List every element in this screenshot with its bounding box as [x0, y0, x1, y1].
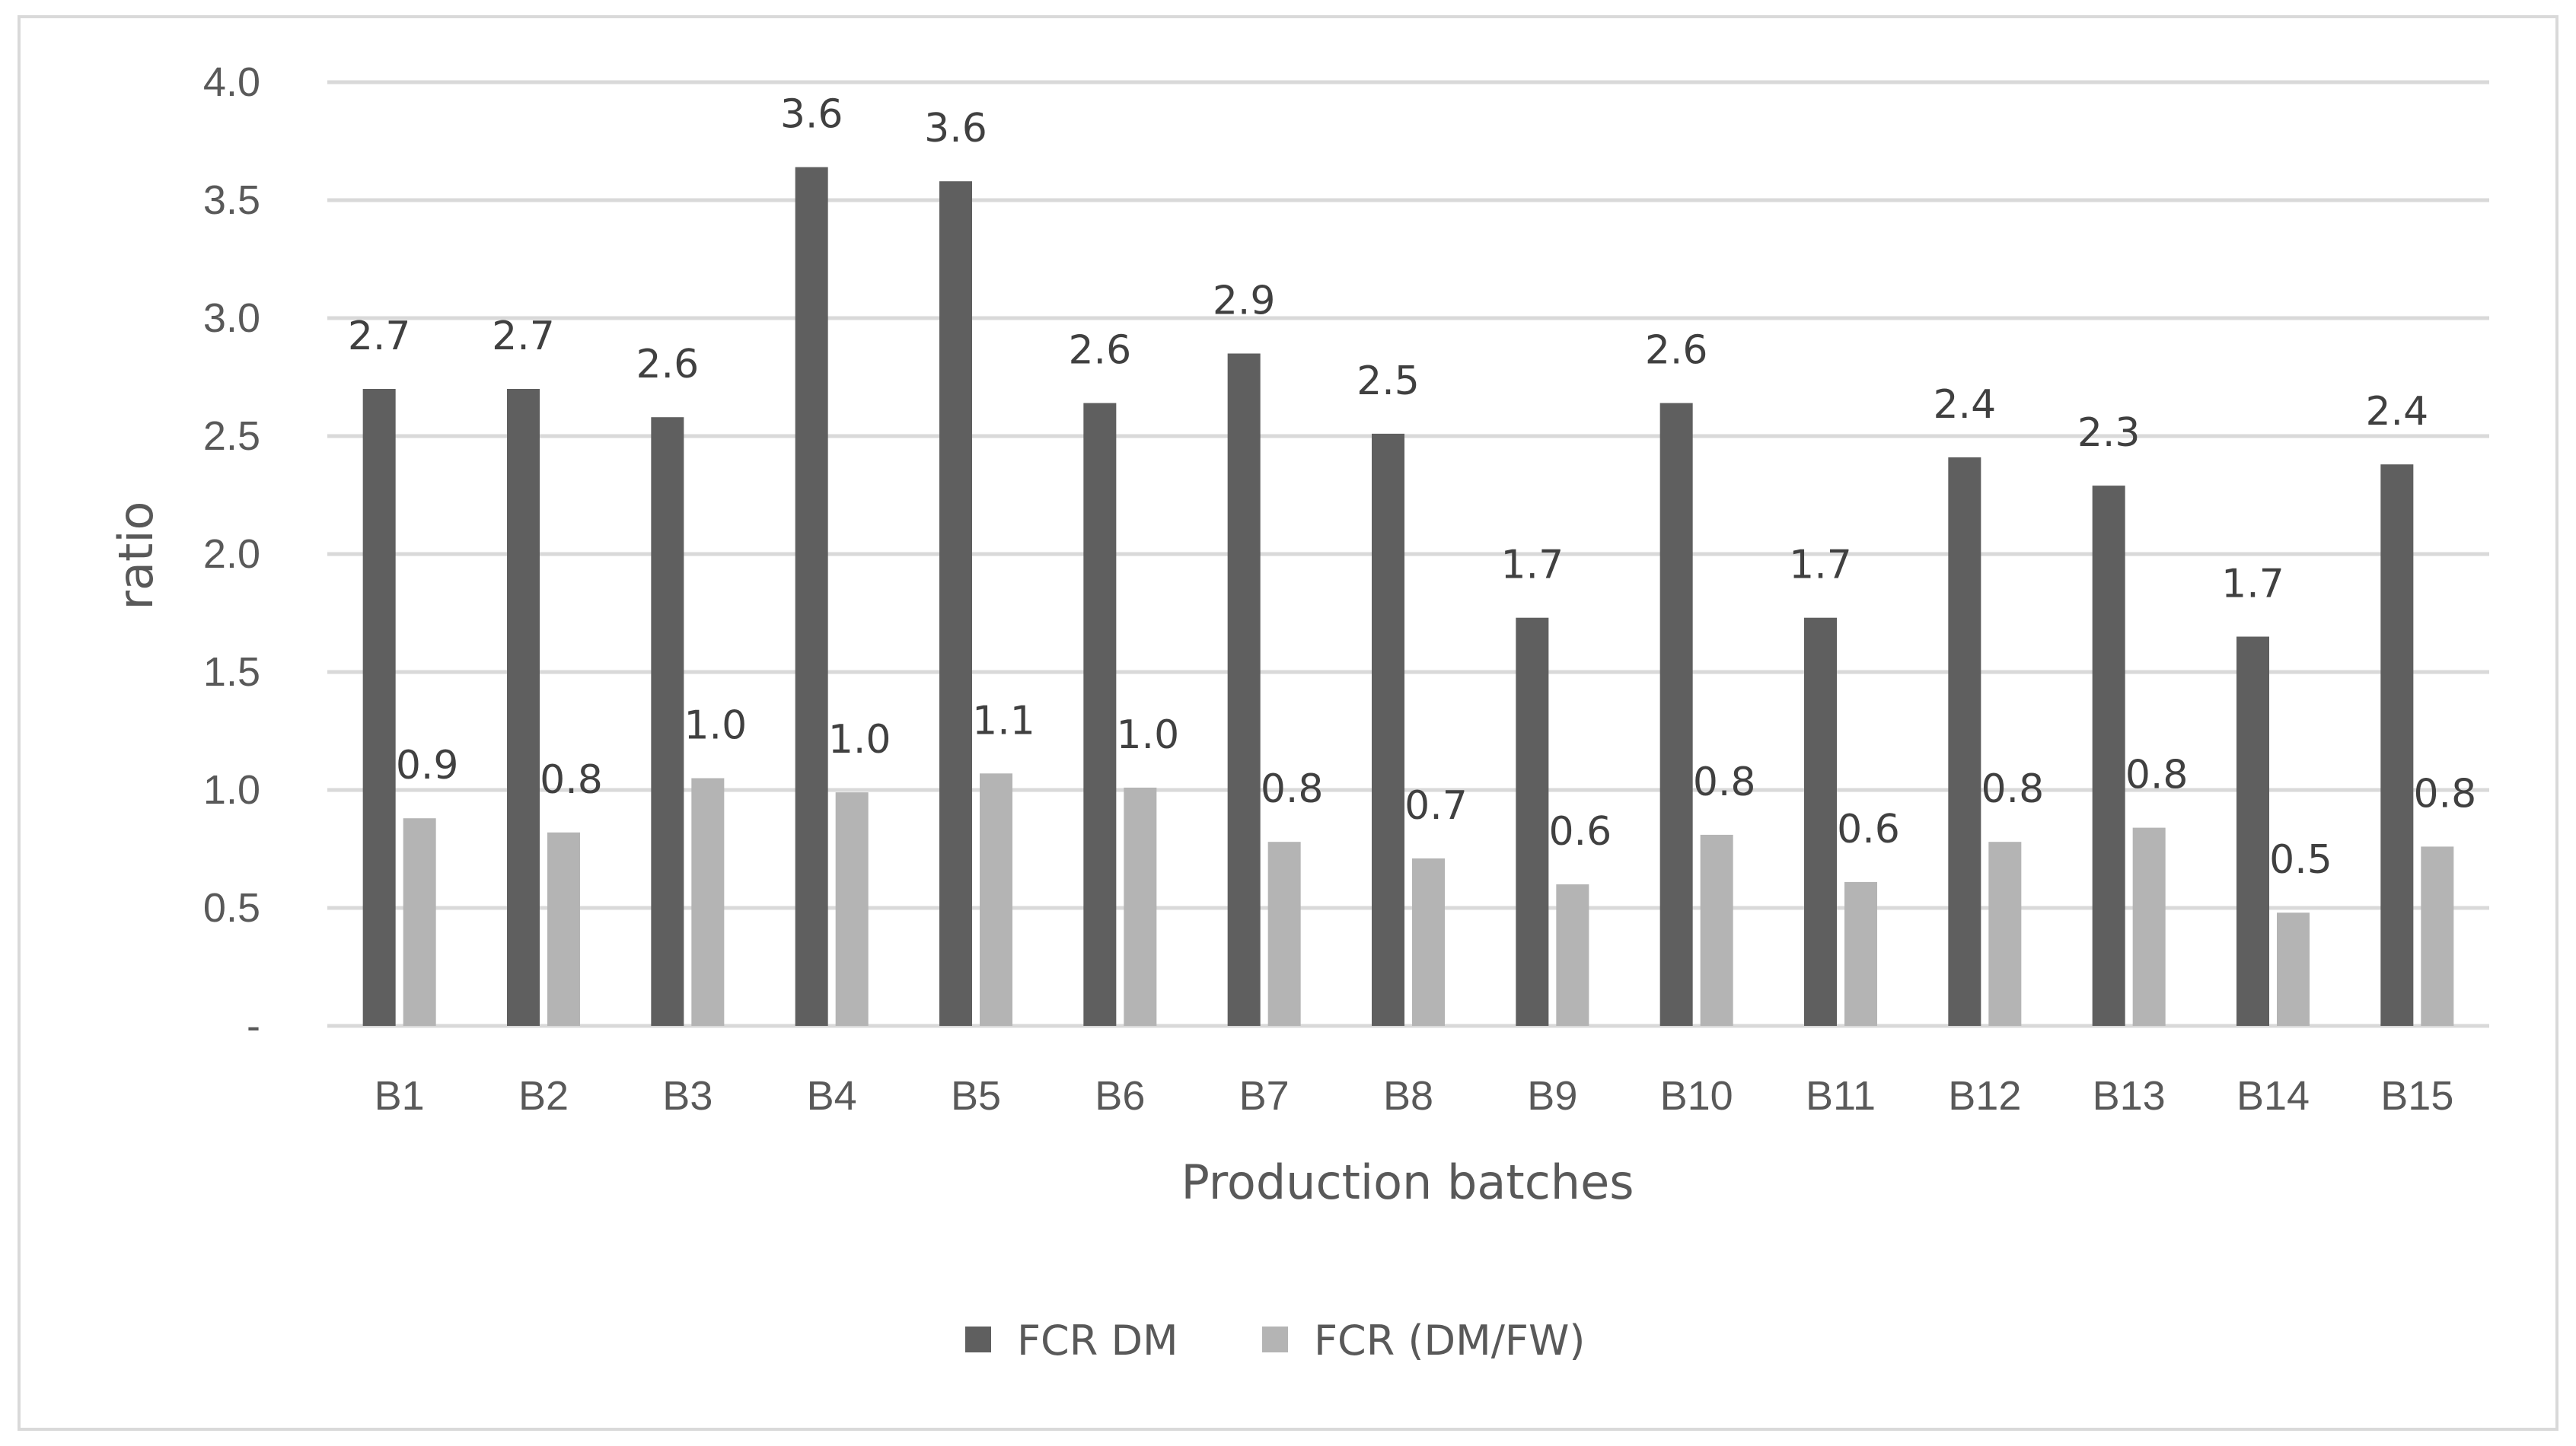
data-label: 0.8 [2125, 753, 2189, 798]
chart-border [18, 15, 2558, 1431]
legend-label: FCR (DM/FW) [1314, 1317, 1585, 1365]
bar-fcr-dm-b4 [795, 167, 828, 1027]
gridlines [327, 80, 2489, 1028]
bar-fcr-dm-b10 [1659, 403, 1693, 1026]
bar-fcr-dm-fw-b9 [1556, 884, 1589, 1026]
data-label: 2.7 [492, 314, 555, 359]
data-label: 1.1 [972, 698, 1035, 744]
bar-fcr-dm-fw-b14 [2277, 913, 2310, 1026]
legend-swatch [965, 1327, 991, 1352]
x-tick-label: B2 [518, 1073, 569, 1119]
bar-fcr-dm-b9 [1516, 617, 1549, 1026]
bar-fcr-dm-fw-b11 [1844, 881, 1877, 1026]
x-tick-label: B12 [1948, 1073, 2021, 1119]
y-axis-ticks: - 0.5 1.0 1.5 2.0 2.5 3.0 3.5 4.0 [203, 59, 260, 1049]
y-axis-title: ratio [108, 502, 164, 610]
data-label: 2.6 [1068, 328, 1131, 374]
data-label: 2.7 [348, 314, 411, 359]
y-tick-label: - [247, 1003, 260, 1049]
data-label: 1.7 [1789, 543, 1852, 588]
data-label: 1.0 [828, 717, 891, 763]
y-tick-label: 3.0 [203, 295, 260, 341]
data-label: 2.4 [2365, 389, 2428, 435]
legend-swatch [1262, 1327, 1288, 1352]
bars [362, 167, 2454, 1027]
bar-fcr-dm-b3 [651, 417, 684, 1026]
data-label: 0.5 [2269, 837, 2332, 883]
data-label: 3.6 [780, 92, 843, 138]
bar-fcr-dm-fw-b7 [1267, 842, 1301, 1026]
data-label: 1.0 [1116, 712, 1179, 758]
bar-fcr-dm-fw-b4 [835, 792, 869, 1026]
x-tick-label: B7 [1239, 1073, 1290, 1119]
x-axis-title: Production batches [1181, 1155, 1634, 1210]
bar-fcr-dm-fw-b12 [1988, 842, 2022, 1026]
bar-fcr-dm-b14 [2236, 636, 2269, 1026]
x-tick-label: B10 [1660, 1073, 1733, 1119]
data-label: 2.3 [2077, 410, 2141, 456]
bar-fcr-dm-b5 [939, 181, 972, 1027]
data-label: 0.6 [1548, 809, 1612, 855]
x-tick-label: B14 [2236, 1073, 2310, 1119]
y-tick-label: 2.5 [203, 413, 260, 459]
x-tick-label: B1 [375, 1073, 425, 1119]
y-tick-label: 1.0 [203, 767, 260, 813]
data-label: 0.8 [1261, 766, 1324, 812]
data-label: 2.4 [1933, 382, 1996, 428]
data-label: 0.7 [1404, 783, 1468, 829]
y-tick-label: 3.5 [203, 177, 260, 223]
bar-fcr-dm-b1 [362, 389, 396, 1026]
y-tick-label: 1.5 [203, 649, 260, 695]
y-tick-label: 2.0 [203, 531, 260, 577]
x-axis-ticks: B1 B2 B3 B4 B5 B6 B7 B8 B9 B10 B11 B12 B13 B14 B15 [375, 1073, 2454, 1119]
x-tick-label: B6 [1095, 1073, 1145, 1119]
legend-label: FCR DM [1017, 1317, 1178, 1365]
data-label: 1.7 [2221, 562, 2284, 607]
bar-fcr-dm-b2 [507, 389, 540, 1026]
x-tick-label: B15 [2380, 1073, 2453, 1119]
bar-fcr-dm-fw-b8 [1412, 858, 1445, 1026]
bar-fcr-dm-b15 [2380, 464, 2414, 1026]
bar-fcr-dm-fw-b6 [1124, 787, 1157, 1026]
x-tick-label: B11 [1806, 1073, 1876, 1119]
data-label: 0.9 [396, 743, 459, 788]
bar-fcr-dm-b13 [2092, 486, 2125, 1026]
bar-fcr-dm-fw-b1 [403, 818, 436, 1026]
data-label: 3.6 [924, 106, 987, 151]
bar-fcr-dm-b7 [1227, 353, 1261, 1026]
x-tick-label: B13 [2093, 1073, 2166, 1119]
data-label: 2.5 [1357, 358, 1420, 404]
data-label: 1.0 [684, 703, 747, 749]
data-label: 2.9 [1213, 279, 1276, 324]
x-tick-label: B9 [1527, 1073, 1577, 1119]
bar-fcr-dm-fw-b5 [980, 773, 1012, 1026]
legend: FCR DM FCR (DM/FW) [965, 1317, 1585, 1365]
data-label: 0.8 [1693, 760, 1756, 805]
bar-fcr-dm-fw-b15 [2421, 846, 2454, 1026]
y-tick-label: 0.5 [203, 885, 260, 931]
bar-fcr-dm-b6 [1083, 403, 1117, 1026]
data-label: 0.6 [1837, 807, 1900, 852]
data-labels: 2.7 0.9 2.7 0.8 2.6 1.0 3.6 1.0 3.6 1.1 2.6 1.0 2.9 0… [348, 92, 2476, 884]
data-label: 0.8 [1981, 766, 2044, 812]
x-tick-label: B4 [807, 1073, 857, 1119]
bar-fcr-dm-b11 [1804, 617, 1837, 1026]
bar-fcr-dm-fw-b10 [1700, 834, 1733, 1026]
data-label: 1.7 [1500, 543, 1564, 588]
data-label: 2.6 [1645, 328, 1708, 374]
x-tick-label: B8 [1383, 1073, 1433, 1119]
x-tick-label: B3 [662, 1073, 713, 1119]
data-label: 0.8 [2413, 771, 2476, 817]
bar-fcr-dm-fw-b13 [2132, 827, 2166, 1026]
x-tick-label: B5 [951, 1073, 1001, 1119]
bar-fcr-dm-fw-b3 [691, 778, 725, 1026]
y-tick-label: 4.0 [203, 59, 260, 105]
bar-fcr-dm-fw-b2 [547, 832, 580, 1026]
data-label: 0.8 [540, 757, 603, 803]
bar-fcr-dm-b8 [1372, 433, 1404, 1026]
data-label: 2.6 [636, 342, 699, 387]
bar-fcr-dm-b12 [1948, 457, 1981, 1026]
